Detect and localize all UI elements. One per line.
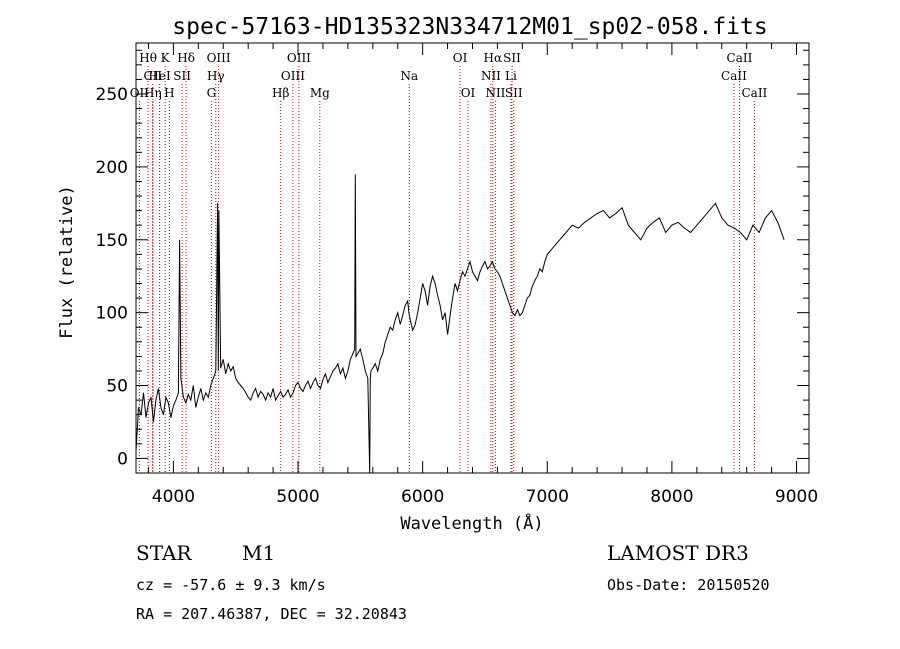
line-marker-label-7: SII	[173, 69, 191, 83]
plot-frame	[135, 42, 810, 474]
x-tick-label: 9000	[775, 487, 818, 507]
line-marker-label-26: CaII	[721, 69, 747, 83]
line-marker-label-13: OIII	[287, 51, 311, 65]
line-marker-label-24: SII	[505, 86, 523, 100]
line-marker-label-12: Hβ	[272, 86, 289, 100]
x-tick-label: 4000	[152, 487, 195, 507]
line-marker-label-4: HeI	[148, 69, 171, 83]
line-marker-label-8: Hδ	[177, 51, 195, 65]
object-class: STAR	[136, 541, 192, 565]
ra-dec: RA = 207.46387, DEC = 32.20843	[136, 605, 407, 623]
x-tick-label: 8000	[650, 487, 693, 507]
x-tick-label: 7000	[526, 487, 569, 507]
line-marker-label-10: Hγ	[207, 69, 225, 83]
line-marker-label-1: CII	[143, 69, 162, 83]
y-axis-ticks: 0 50 100 150 200 250	[96, 49, 809, 469]
line-marker-label-16: Na	[400, 69, 418, 83]
line-marker-label-22: SII	[503, 51, 521, 65]
line-marker-label-20: NII	[481, 69, 501, 83]
redshift-velocity: cz = -57.6 ± 9.3 km/s	[136, 576, 326, 594]
line-marker-label-3: Hη	[144, 86, 162, 100]
x-axis-label: Wavelength (Å)	[400, 512, 543, 534]
y-tick-label: 200	[96, 158, 128, 178]
y-axis-label: Flux (relative)	[57, 185, 77, 339]
line-marker-label-25: CaII	[727, 51, 753, 65]
chart-title: spec-57163-HD135323N334712M01_sp02-058.f…	[172, 14, 767, 40]
x-axis-ticks: 4000 5000 6000 7000 8000 9000	[147, 43, 818, 507]
line-marker-group	[138, 66, 755, 473]
y-tick-label: 100	[96, 304, 128, 324]
x-tick-label: 5000	[276, 487, 319, 507]
line-marker-label-5: K	[161, 51, 171, 65]
line-marker-label-14: OIII	[281, 69, 305, 83]
line-marker-label-11: G	[207, 86, 217, 100]
line-marker-label-18: OI	[461, 86, 476, 100]
object-subclass: M1	[242, 541, 275, 565]
line-marker-label-6: H	[164, 86, 174, 100]
line-marker-label-21: NII	[485, 86, 505, 100]
line-marker-label-23: Li	[505, 69, 517, 83]
line-marker-label-2: OII	[130, 86, 150, 100]
y-tick-label: 150	[96, 231, 128, 251]
y-tick-label: 50	[106, 377, 128, 397]
line-marker-label-15: Mg	[310, 86, 330, 100]
line-marker-label-27: CaII	[741, 86, 767, 100]
observation-date: Obs-Date: 20150520	[607, 576, 770, 594]
line-marker-label-19: Hα	[484, 51, 503, 65]
y-tick-label: 0	[117, 449, 128, 469]
x-tick-label: 6000	[401, 487, 444, 507]
line-marker-label-0: Hθ	[139, 51, 157, 65]
line-marker-label-9: OIII	[207, 51, 231, 65]
survey-name: LAMOST DR3	[607, 541, 749, 565]
line-marker-label-17: OI	[453, 51, 468, 65]
spectrum-line	[135, 174, 785, 474]
y-tick-label: 250	[96, 85, 128, 105]
